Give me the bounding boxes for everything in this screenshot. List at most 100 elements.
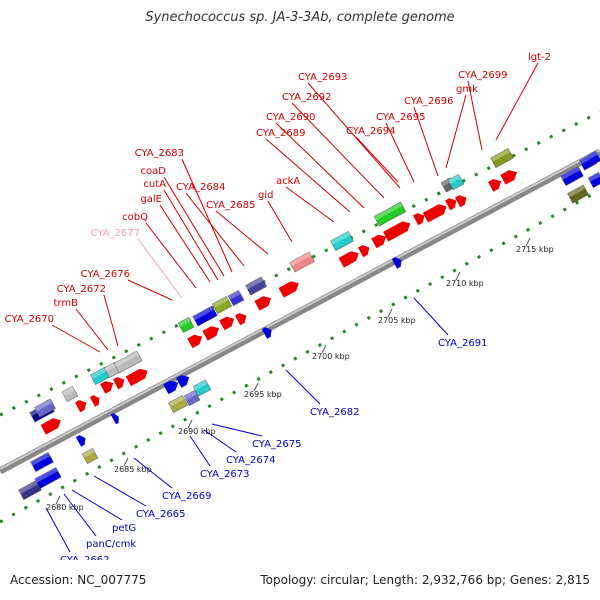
gene-block — [227, 289, 245, 307]
gene-block — [219, 316, 235, 331]
gene-block — [444, 198, 457, 211]
scale-tick — [455, 271, 461, 281]
label-leader — [413, 106, 439, 177]
gene-block — [278, 281, 299, 298]
gene-block — [488, 179, 502, 192]
gene-block — [560, 166, 584, 186]
gene-block — [125, 368, 148, 387]
gene-block — [383, 221, 411, 242]
gene-label: CYA_2673 — [200, 469, 249, 480]
gene-label: CYA_2677 — [91, 228, 140, 239]
label-leader — [267, 200, 293, 243]
gene-block — [586, 150, 600, 166]
gene-block — [163, 380, 179, 395]
scale-label: 2690 kbp — [178, 427, 216, 436]
gene-block — [112, 377, 125, 390]
map-title: Synechococcus sp. JA-3-3Ab, complete gen… — [145, 10, 455, 25]
label-leader — [127, 279, 173, 301]
accession-text: Accession: NC_007775 — [10, 573, 147, 587]
scale-tick — [187, 419, 193, 429]
label-leader — [385, 122, 415, 183]
gene-block — [100, 381, 114, 394]
gene-label: galE — [140, 194, 162, 205]
gene-block — [234, 313, 247, 326]
label-leader — [181, 158, 233, 273]
gene-label: lgt-2 — [528, 52, 551, 63]
gene-block — [30, 452, 54, 472]
gene-block — [176, 375, 190, 388]
gene-block — [74, 400, 87, 413]
gene-label: ackA — [276, 176, 300, 187]
gene-block — [357, 245, 370, 258]
gene-block — [391, 257, 402, 269]
gene-label: coaD — [141, 166, 167, 177]
label-leaders — [45, 62, 539, 553]
label-leader — [467, 80, 483, 151]
scale-tick — [321, 344, 327, 354]
label-leader — [355, 136, 399, 183]
gene-block — [192, 379, 212, 397]
scale-tick — [253, 382, 259, 392]
gene-label: panC/cmk — [86, 539, 136, 550]
label-leader — [189, 435, 211, 467]
label-leader — [285, 186, 335, 223]
gene-blocks — [18, 148, 600, 500]
gene-label: CYA_2682 — [310, 407, 359, 418]
label-leader — [133, 457, 173, 489]
gene-label: CYA_2670 — [5, 314, 54, 325]
gene-block — [254, 296, 272, 311]
gene-label: CYA_2685 — [206, 200, 255, 211]
label-leader — [145, 222, 197, 289]
label-leader — [103, 294, 119, 347]
gene-block — [34, 467, 62, 489]
gene-block — [490, 148, 514, 168]
gene-block — [187, 334, 203, 349]
label-leader — [163, 176, 225, 277]
gene-block — [177, 316, 195, 334]
gene-label: CYA_2694 — [346, 126, 395, 137]
label-leader — [495, 62, 539, 141]
gene-label: CYA_2689 — [256, 128, 305, 139]
gene-label: CYA_2690 — [266, 112, 315, 123]
gene-block — [261, 327, 272, 339]
label-leader — [159, 204, 211, 283]
label-leader — [445, 94, 467, 169]
scale-label: 2695 kbp — [244, 390, 282, 399]
gene-label: cobQ — [122, 212, 148, 223]
gene-label: CYA_2683 — [135, 148, 184, 159]
scale-ruler: 2680 kbp 2685 kbp 2690 kbp 2695 kbp 2700 kbp… — [46, 237, 554, 512]
gene-block — [330, 231, 354, 251]
label-leader — [265, 138, 351, 213]
gene-block — [422, 204, 447, 223]
gene-label: CYA_2675 — [252, 439, 301, 450]
gene-block — [110, 413, 119, 425]
gene-block — [587, 171, 600, 189]
scale-label: 2680 kbp — [46, 503, 84, 512]
gene-label: CYA_2691 — [438, 338, 487, 349]
gene-label: gid — [258, 190, 273, 201]
gene-block — [212, 296, 232, 314]
gene-label: CYA_2672 — [57, 284, 106, 295]
gene-label: CYA_2662 — [60, 555, 109, 560]
inner-scale-track — [0, 188, 600, 524]
gene-block — [245, 276, 267, 296]
scale-label: 2710 kbp — [446, 279, 484, 288]
gene-label: CYA_2665 — [136, 509, 185, 520]
gene-block — [454, 195, 467, 208]
genome-backbone-highlight — [0, 149, 600, 470]
gene-label: CYA_2699 — [458, 70, 507, 81]
label-leader — [163, 189, 219, 281]
gene-label: CYA_2669 — [162, 491, 211, 502]
gene-block — [289, 251, 315, 273]
label-leader — [291, 102, 385, 199]
gene-block — [34, 398, 56, 418]
gene-block — [183, 389, 201, 407]
gene-block — [500, 170, 518, 185]
label-leader — [63, 493, 97, 537]
scale-tick — [525, 237, 531, 247]
label-leader — [215, 210, 269, 255]
label-leader — [275, 122, 365, 209]
gene-block — [202, 326, 220, 341]
gene-block — [567, 184, 589, 204]
